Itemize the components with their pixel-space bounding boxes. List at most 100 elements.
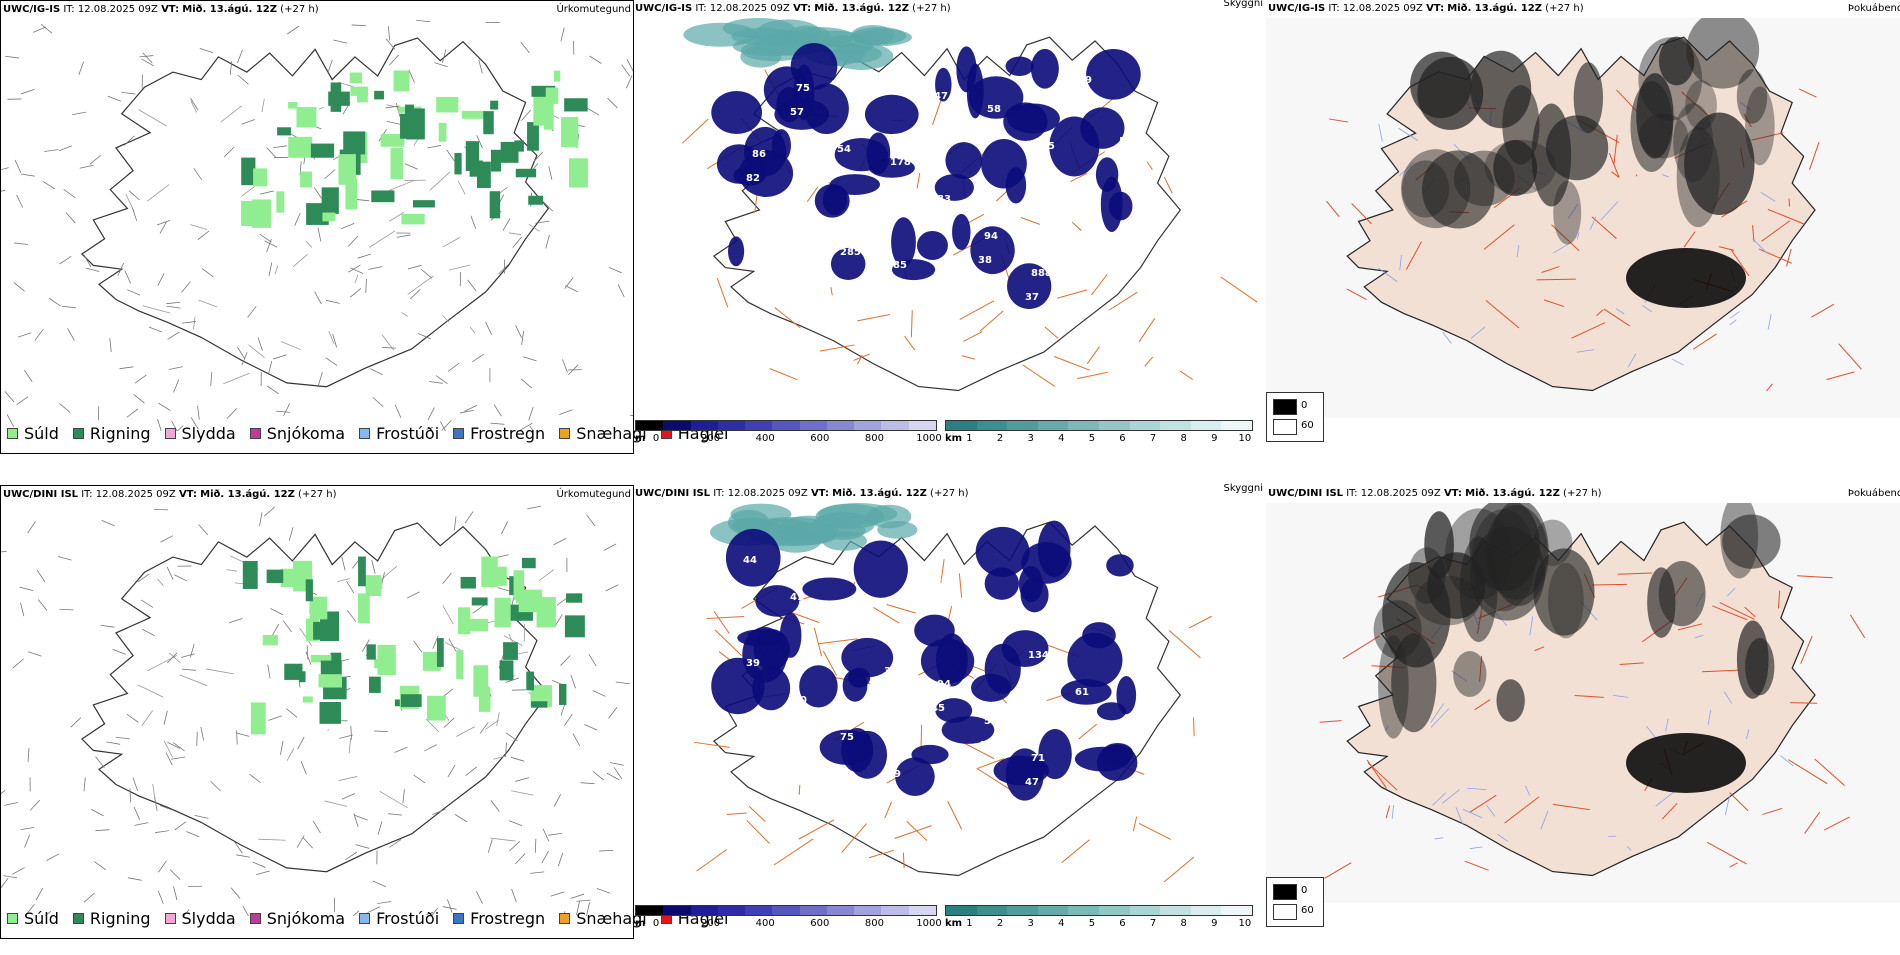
precip-cell	[491, 150, 501, 172]
cloud-base-label: 58	[987, 104, 1001, 115]
cloud-base-label: 85	[893, 260, 907, 271]
wind-barb	[21, 174, 35, 176]
lead-time: (+27 h)	[930, 488, 968, 499]
cloud-base-label: 44	[743, 555, 757, 566]
colorbar-segment	[881, 421, 908, 430]
legend-swatch	[73, 428, 84, 439]
wind-barb	[564, 714, 572, 726]
road-line	[524, 624, 525, 642]
it-label: IT:	[1328, 3, 1339, 14]
low-cloud-cell	[971, 674, 1011, 702]
wind-barb	[35, 329, 43, 340]
precip-cell	[401, 694, 422, 707]
road-line	[1145, 357, 1153, 366]
colorbar-segment	[663, 906, 690, 915]
precip-cell	[243, 561, 258, 589]
precip-cell	[251, 702, 266, 734]
wind-barb	[60, 256, 72, 264]
legend-label: Slydda	[182, 909, 236, 928]
legend-label: Súld	[24, 909, 59, 928]
cloud-base-label: 71	[1031, 753, 1045, 764]
road-line	[1790, 703, 1817, 704]
colorbar-segment	[663, 421, 690, 430]
panel-title: Úrkomutegund	[556, 486, 631, 504]
colorbar-tick: 7	[1150, 918, 1156, 929]
colorbar-segment	[1068, 906, 1099, 915]
wind-barb	[24, 370, 32, 382]
vis-patch	[830, 43, 894, 70]
fog-legend-swatch	[1273, 419, 1297, 435]
cloud-base-label: 94	[984, 231, 998, 242]
colorbar-tick: 800	[865, 433, 884, 444]
wind-barb	[62, 306, 76, 308]
precip-cell	[473, 665, 488, 696]
colorbar-segment	[745, 421, 772, 430]
wind-barb	[18, 333, 31, 337]
road-line	[1023, 365, 1055, 387]
wind-barb	[174, 886, 177, 900]
wind-barb	[428, 408, 434, 420]
wind-barb	[542, 851, 549, 863]
wind-barb	[561, 656, 571, 666]
colorbar-segment	[1130, 421, 1161, 430]
init-time: 12.08.2025 09Z	[710, 3, 790, 14]
fog-cell	[1553, 181, 1581, 245]
cloud-base-label: 100	[890, 642, 911, 653]
colorbar-segment	[1038, 421, 1069, 430]
precip-cell	[500, 660, 514, 680]
legend-label: Rigning	[90, 909, 151, 928]
legend-label: Súld	[24, 424, 59, 443]
cloud-base-label: 94	[937, 679, 951, 690]
colorbar-tick: 400	[756, 433, 775, 444]
wind-barb	[17, 195, 23, 208]
fog-cell	[1626, 733, 1746, 793]
precip-legend-item: Snjókoma	[250, 909, 345, 928]
wind-barb	[521, 42, 530, 53]
wind-barb	[561, 28, 564, 42]
colorbar-segment	[1221, 906, 1252, 915]
wind-barb	[15, 160, 21, 173]
precip-type-panel: UWC/IG-IS IT: 12.08.2025 09Z VT: Mið. 13…	[0, 0, 634, 454]
colorbar-segment	[1038, 906, 1069, 915]
precip-cell	[437, 638, 444, 667]
wind-barb	[110, 338, 111, 352]
wind-barb	[488, 839, 492, 852]
colorbar-segment	[636, 906, 663, 915]
vis-patch	[851, 25, 895, 45]
init-time: 12.08.2025 09Z	[728, 488, 808, 499]
wind-barb	[535, 839, 536, 853]
wind-barb	[128, 878, 142, 881]
wind-barb	[84, 893, 95, 902]
colorbar-segment	[1130, 906, 1161, 915]
wind-barb	[522, 331, 524, 345]
cloud-base-label: 45	[1028, 165, 1042, 176]
colorbar-tick: 3	[1027, 433, 1033, 444]
precip-cell	[566, 593, 582, 602]
precip-cell	[554, 71, 560, 82]
colorbar-tick: 3	[1027, 918, 1033, 929]
coastline	[82, 523, 548, 872]
wind-barb	[516, 325, 522, 338]
wind-barb	[622, 65, 630, 77]
precip-cell	[413, 200, 435, 207]
wind-barb	[491, 800, 499, 811]
precip-legend-item: Slydda	[165, 909, 236, 928]
precip-cell	[461, 577, 476, 589]
road-line	[1054, 356, 1090, 370]
wind-barb	[599, 850, 613, 851]
wind-barb	[604, 544, 616, 551]
wind-barb	[121, 92, 135, 94]
fog-cell	[1453, 651, 1486, 697]
lead-time: (+27 h)	[280, 4, 318, 15]
colorbar-tick: 1000	[916, 433, 941, 444]
wind-barb	[584, 724, 597, 730]
road-line	[1164, 857, 1194, 882]
wind-barb	[607, 98, 617, 108]
precip-legend-item: Súld	[7, 909, 59, 928]
colorbar-tick: 200	[701, 918, 720, 929]
init-time: 12.08.2025 09Z	[1361, 488, 1441, 499]
cloud-base-label: 39	[746, 658, 760, 669]
wind-barb	[386, 39, 395, 50]
wind-barb	[610, 763, 624, 766]
